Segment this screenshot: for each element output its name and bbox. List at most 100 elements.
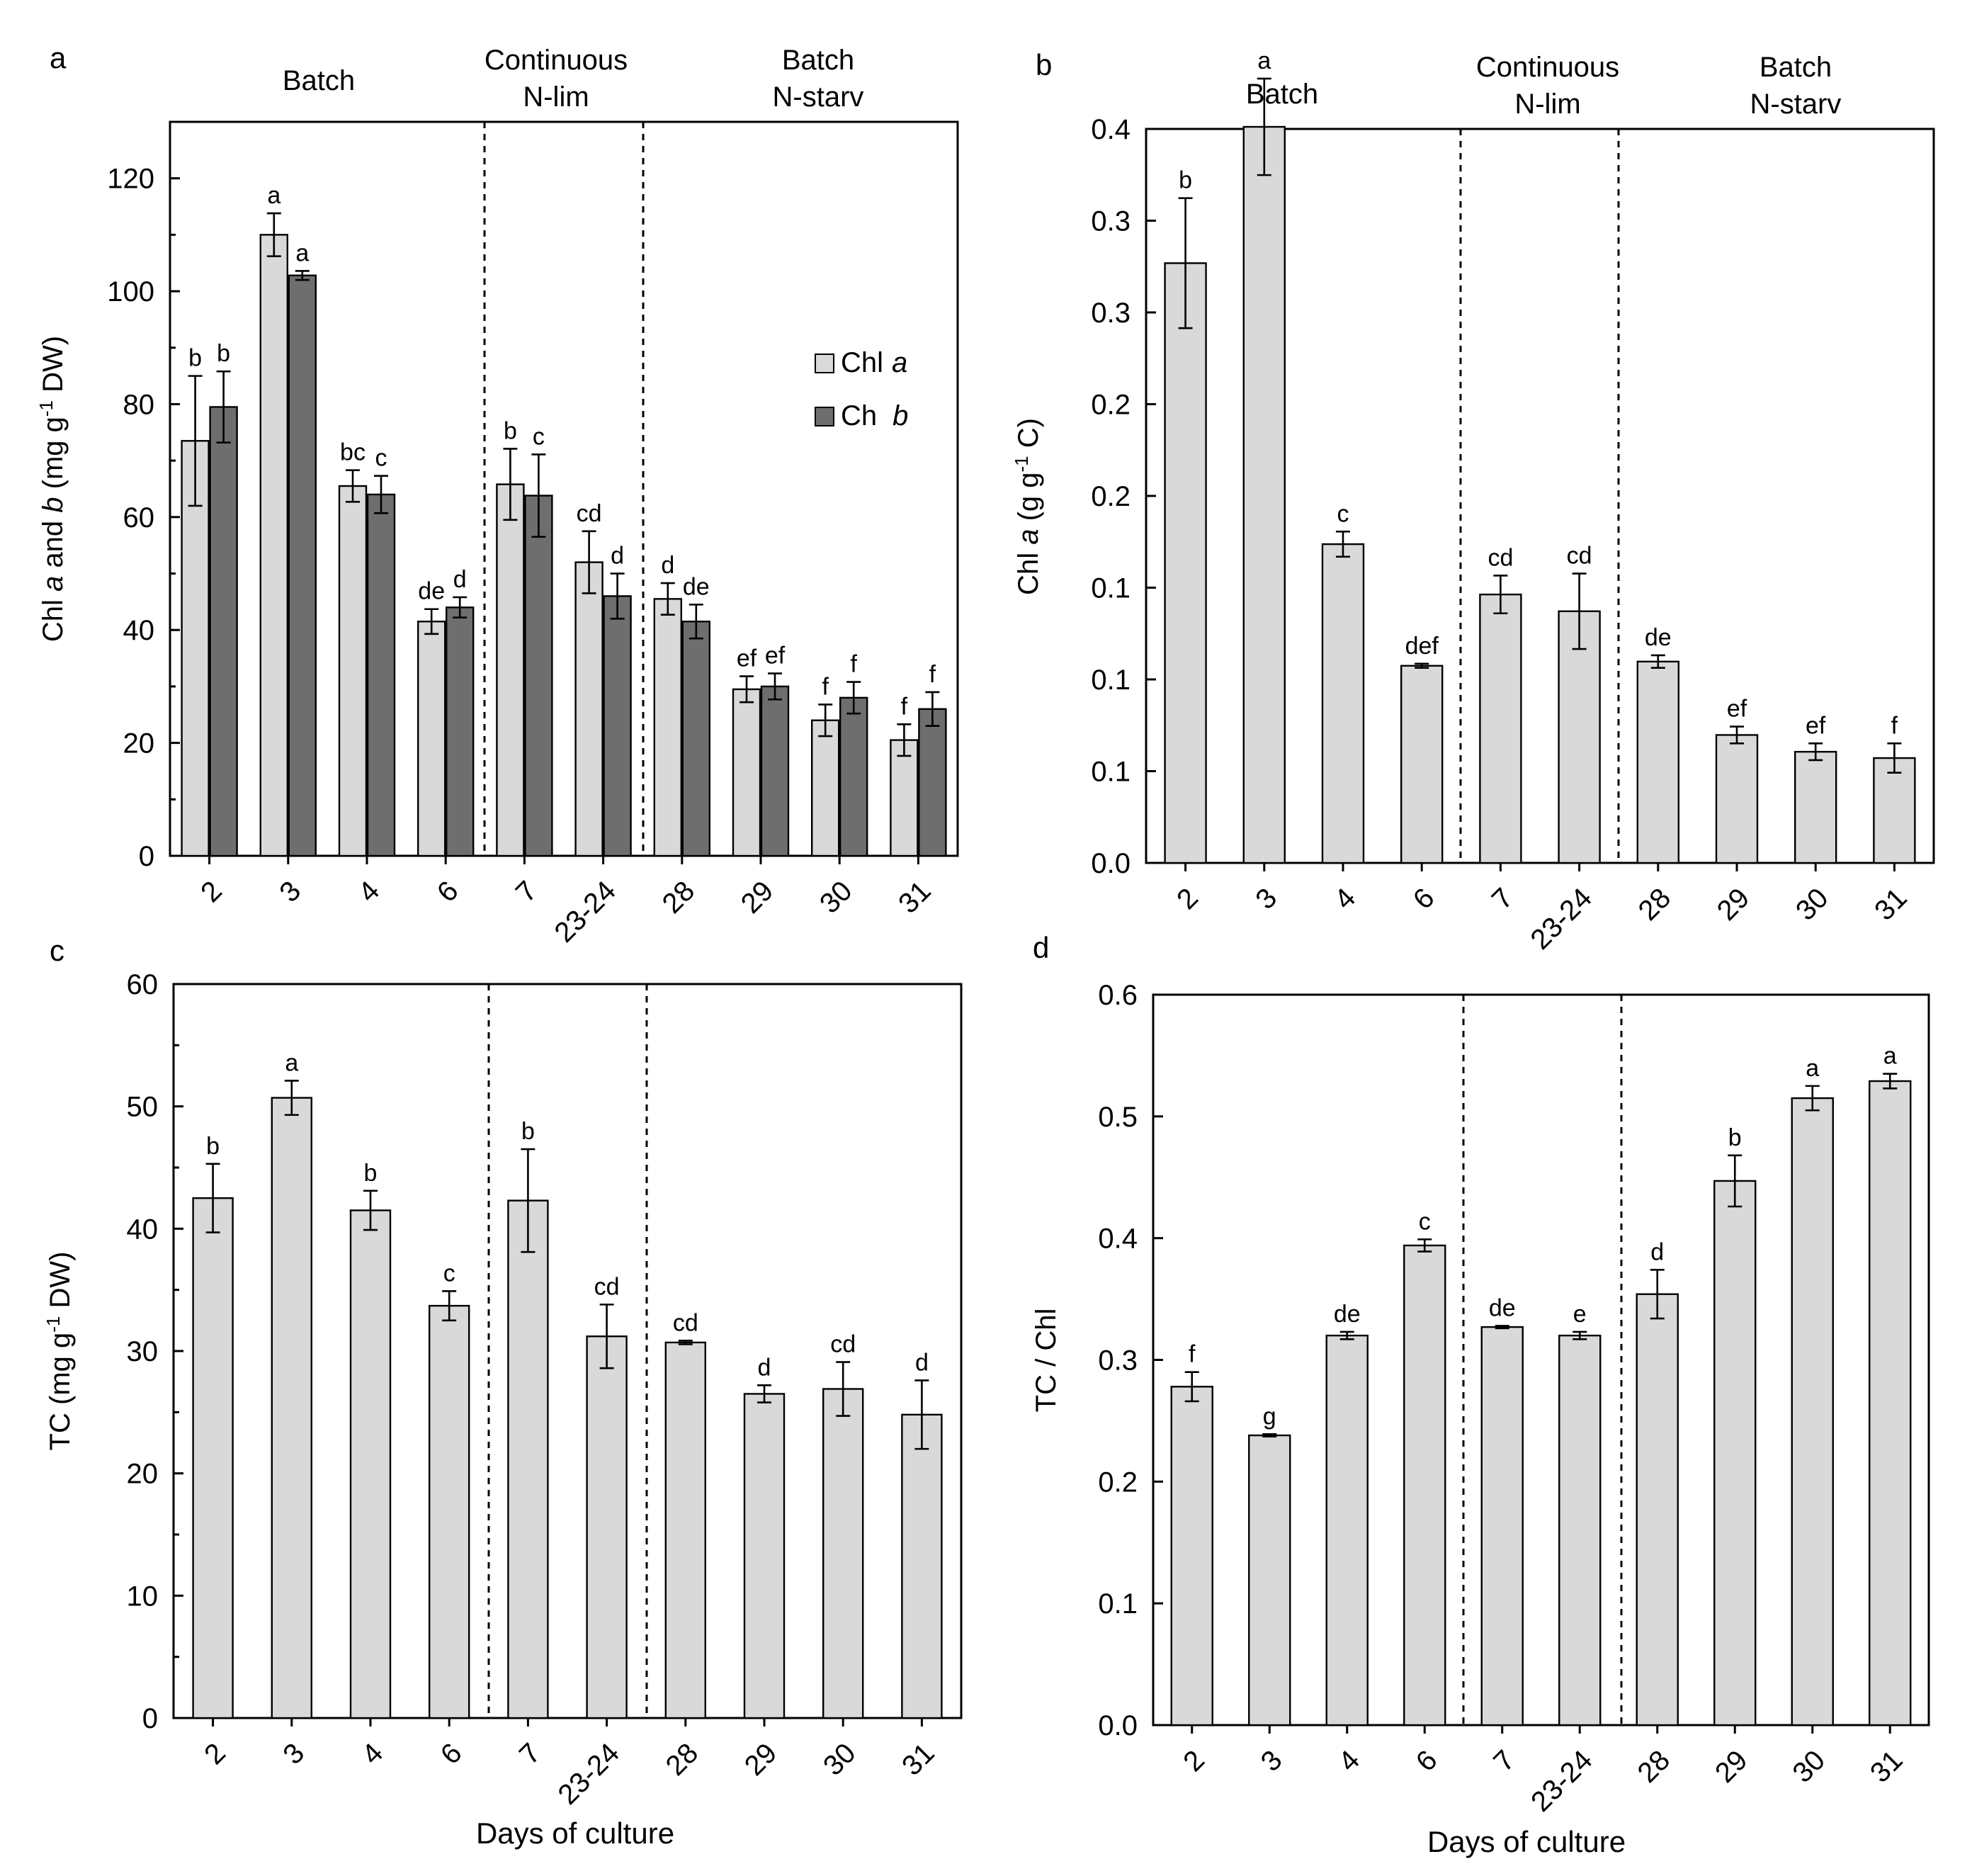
significance-letter: d bbox=[661, 552, 674, 579]
x-tick-label: 31 bbox=[1864, 1744, 1909, 1789]
significance-letter: a bbox=[1806, 1055, 1819, 1082]
y-axis-label: TC / Chl bbox=[1031, 1309, 1062, 1413]
significance-letter: ef bbox=[737, 645, 757, 672]
bar-chl-a bbox=[574, 561, 604, 857]
y-label-part: DW) bbox=[45, 1252, 76, 1316]
error-bars bbox=[188, 212, 940, 757]
error-bars bbox=[205, 1080, 929, 1450]
y-tick-label: 0.3 bbox=[1098, 1345, 1138, 1377]
legend-swatch-chl-b bbox=[815, 407, 834, 426]
significance-letter: def bbox=[1405, 633, 1439, 660]
significance-letter: f bbox=[1891, 712, 1898, 739]
y-label-part: b bbox=[38, 497, 69, 512]
x-tick-label: 6 bbox=[435, 1737, 468, 1770]
significance-letter: bc bbox=[340, 439, 366, 466]
bars bbox=[192, 1097, 943, 1719]
significance-letter: b bbox=[504, 417, 517, 444]
x-tick-label: 29 bbox=[735, 875, 780, 920]
legend-text: Ch bbox=[841, 400, 877, 431]
phase-label-batch: Batch bbox=[1246, 79, 1318, 110]
bar-tc-chl bbox=[1480, 1326, 1524, 1727]
panel-letter-d: d bbox=[1033, 931, 1049, 964]
bar-chl-a bbox=[181, 440, 210, 857]
bar-tc bbox=[429, 1304, 470, 1719]
phase-label-batch-2: Batch bbox=[782, 45, 854, 76]
y-tick-label: 80 bbox=[123, 389, 155, 420]
bar-chl-a bbox=[259, 234, 288, 857]
y-label-part: DW) bbox=[38, 336, 69, 400]
phase-label-nstarv: N-starv bbox=[1750, 89, 1842, 120]
bar-chl-a bbox=[338, 485, 368, 857]
x-tick-label: 23-24 bbox=[1525, 1744, 1598, 1817]
panel-letter-a: a bbox=[50, 41, 67, 74]
bar-chl-a bbox=[810, 719, 840, 857]
significance-letter: a bbox=[285, 1049, 298, 1076]
panel-c: c 0 10 20 30 40 50 60 b a b c b cd cd d cd d 2 3 4 6 7 23-24… bbox=[42, 934, 963, 1850]
x-tick-label: 2 bbox=[1171, 882, 1204, 915]
y-tick-label: 0.6 bbox=[1098, 980, 1138, 1011]
plot-frame bbox=[169, 120, 959, 857]
significance-letter: c bbox=[1419, 1208, 1431, 1235]
significance-letter: c bbox=[443, 1260, 455, 1287]
panel-a: a Batch Continuous N-lim Batch N-starv 0… bbox=[35, 41, 959, 949]
y-tick-label: 40 bbox=[127, 1214, 159, 1245]
significance-letter: de bbox=[1489, 1294, 1516, 1321]
panel-b: b Batch Continuous N-lim Batch N-starv 0… bbox=[1011, 47, 1935, 956]
panel-d: d 0.0 0.1 0.2 0.3 0.4 0.5 0.6 f g de c de e d b a a 2 3 4… bbox=[1031, 931, 1930, 1858]
x-tick-label: 7 bbox=[510, 875, 543, 908]
x-tick-label: 31 bbox=[892, 875, 937, 920]
y-label-part: a bbox=[38, 576, 69, 592]
significance-letter: f bbox=[850, 651, 857, 678]
bar-ch-b bbox=[760, 685, 790, 857]
x-tick-label: 4 bbox=[353, 875, 386, 908]
significance-letter: b bbox=[217, 340, 230, 367]
x-tick-label: 4 bbox=[1332, 1744, 1366, 1778]
significance-letter: d bbox=[915, 1349, 929, 1376]
significance-letter: b bbox=[188, 345, 202, 372]
significance-letter: a bbox=[1883, 1043, 1897, 1070]
y-tick-label: 0.2 bbox=[1091, 481, 1130, 512]
x-tick-label: 7 bbox=[1488, 1744, 1521, 1778]
x-tick-label: 31 bbox=[1869, 882, 1913, 927]
legend-italic: a bbox=[892, 347, 907, 378]
significance-letter: e bbox=[1573, 1301, 1587, 1328]
significance-letter: de bbox=[1334, 1301, 1361, 1328]
x-tick-label: 23-24 bbox=[1525, 882, 1598, 955]
y-ticks: 0.0 0.1 0.1 0.1 0.2 0.2 0.3 0.3 0.4 bbox=[1091, 114, 1156, 879]
y-tick-label: 60 bbox=[123, 502, 155, 533]
y-tick-label: 60 bbox=[127, 969, 159, 1000]
y-tick-label: 20 bbox=[127, 1459, 159, 1490]
significance-letter: d bbox=[1650, 1238, 1664, 1265]
y-tick-label: 0.5 bbox=[1098, 1102, 1138, 1133]
y-tick-label: 0 bbox=[139, 841, 154, 872]
y-tick-label: 120 bbox=[107, 164, 154, 195]
y-ticks: 0 10 20 30 40 50 60 bbox=[127, 969, 183, 1734]
y-axis-label: TC (mg g-1 DW) bbox=[42, 1252, 76, 1451]
y-tick-label: 20 bbox=[123, 728, 155, 759]
x-tick-label: 28 bbox=[1633, 882, 1677, 927]
significance-letter: c bbox=[1337, 500, 1349, 527]
y-ticks: 0.0 0.1 0.2 0.3 0.4 0.5 0.6 bbox=[1098, 980, 1163, 1741]
x-tick-label: 3 bbox=[1250, 882, 1283, 915]
x-tick-label: 29 bbox=[1709, 1744, 1754, 1789]
y-tick-label: 0.3 bbox=[1091, 298, 1130, 329]
y-label-part: TC / Chl bbox=[1031, 1309, 1062, 1413]
significance-letter: de bbox=[683, 573, 710, 600]
y-label-part: Chl bbox=[1013, 545, 1044, 595]
bar-tc-chl bbox=[1636, 1293, 1679, 1727]
bar-chl-a bbox=[1242, 125, 1286, 864]
x-tick-label: 23-24 bbox=[549, 875, 622, 948]
legend-label-chl-b: Ch b bbox=[841, 400, 908, 431]
y-label-part: a bbox=[1013, 529, 1044, 545]
bar-chl-a bbox=[496, 483, 525, 857]
bar-tc bbox=[822, 1388, 864, 1719]
x-tick-label: 29 bbox=[739, 1737, 783, 1782]
phase-label-continuous: Continuous bbox=[1476, 52, 1619, 83]
y-tick-label: 100 bbox=[107, 276, 154, 307]
significance-letter: cd bbox=[1488, 544, 1513, 571]
x-tick-label: 6 bbox=[431, 875, 465, 908]
phase-label-continuous: Continuous bbox=[484, 45, 628, 76]
significance-letter: b bbox=[206, 1133, 220, 1160]
significance-letter: ef bbox=[1727, 696, 1747, 723]
x-tick-label: 2 bbox=[195, 875, 228, 908]
